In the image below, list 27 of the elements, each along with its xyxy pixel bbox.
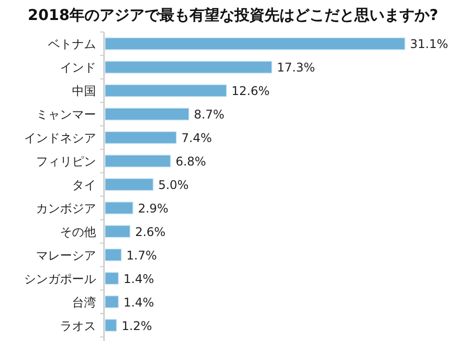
- value-label: 1.4%: [124, 272, 154, 286]
- category-label: その他: [60, 224, 96, 239]
- category-label: ミャンマー: [36, 108, 96, 122]
- value-label: 12.6%: [232, 84, 270, 98]
- value-label: 1.4%: [124, 295, 154, 310]
- category-label: 中国: [72, 84, 96, 98]
- value-label: 5.0%: [158, 178, 189, 192]
- value-label: 1.2%: [122, 318, 152, 333]
- value-label: 2.6%: [135, 224, 166, 239]
- title: 2018年のアジアで最も有望な投資先はどこだと思いますか?: [28, 6, 438, 24]
- value-label: 2.9%: [138, 201, 168, 216]
- value-label: 8.7%: [194, 108, 224, 122]
- value-label: 6.8%: [176, 154, 206, 169]
- category-label: 台湾: [72, 295, 96, 310]
- category-label: ラオス: [60, 318, 96, 333]
- category-label: フィリピン: [36, 154, 96, 169]
- category-label: マレーシア: [36, 248, 96, 262]
- value-label: 7.4%: [181, 131, 212, 146]
- value-label: 17.3%: [276, 60, 315, 75]
- category-label: カンボジア: [36, 201, 96, 216]
- value-label: 31.1%: [410, 37, 448, 52]
- category-label: シンガポール: [24, 272, 96, 286]
- category-label: タイ: [72, 178, 96, 192]
- value-label: 1.7%: [126, 248, 157, 262]
- category-label: インドネシア: [24, 131, 96, 146]
- category-label: ベトナム: [48, 37, 96, 52]
- category-label: インド: [60, 60, 96, 75]
